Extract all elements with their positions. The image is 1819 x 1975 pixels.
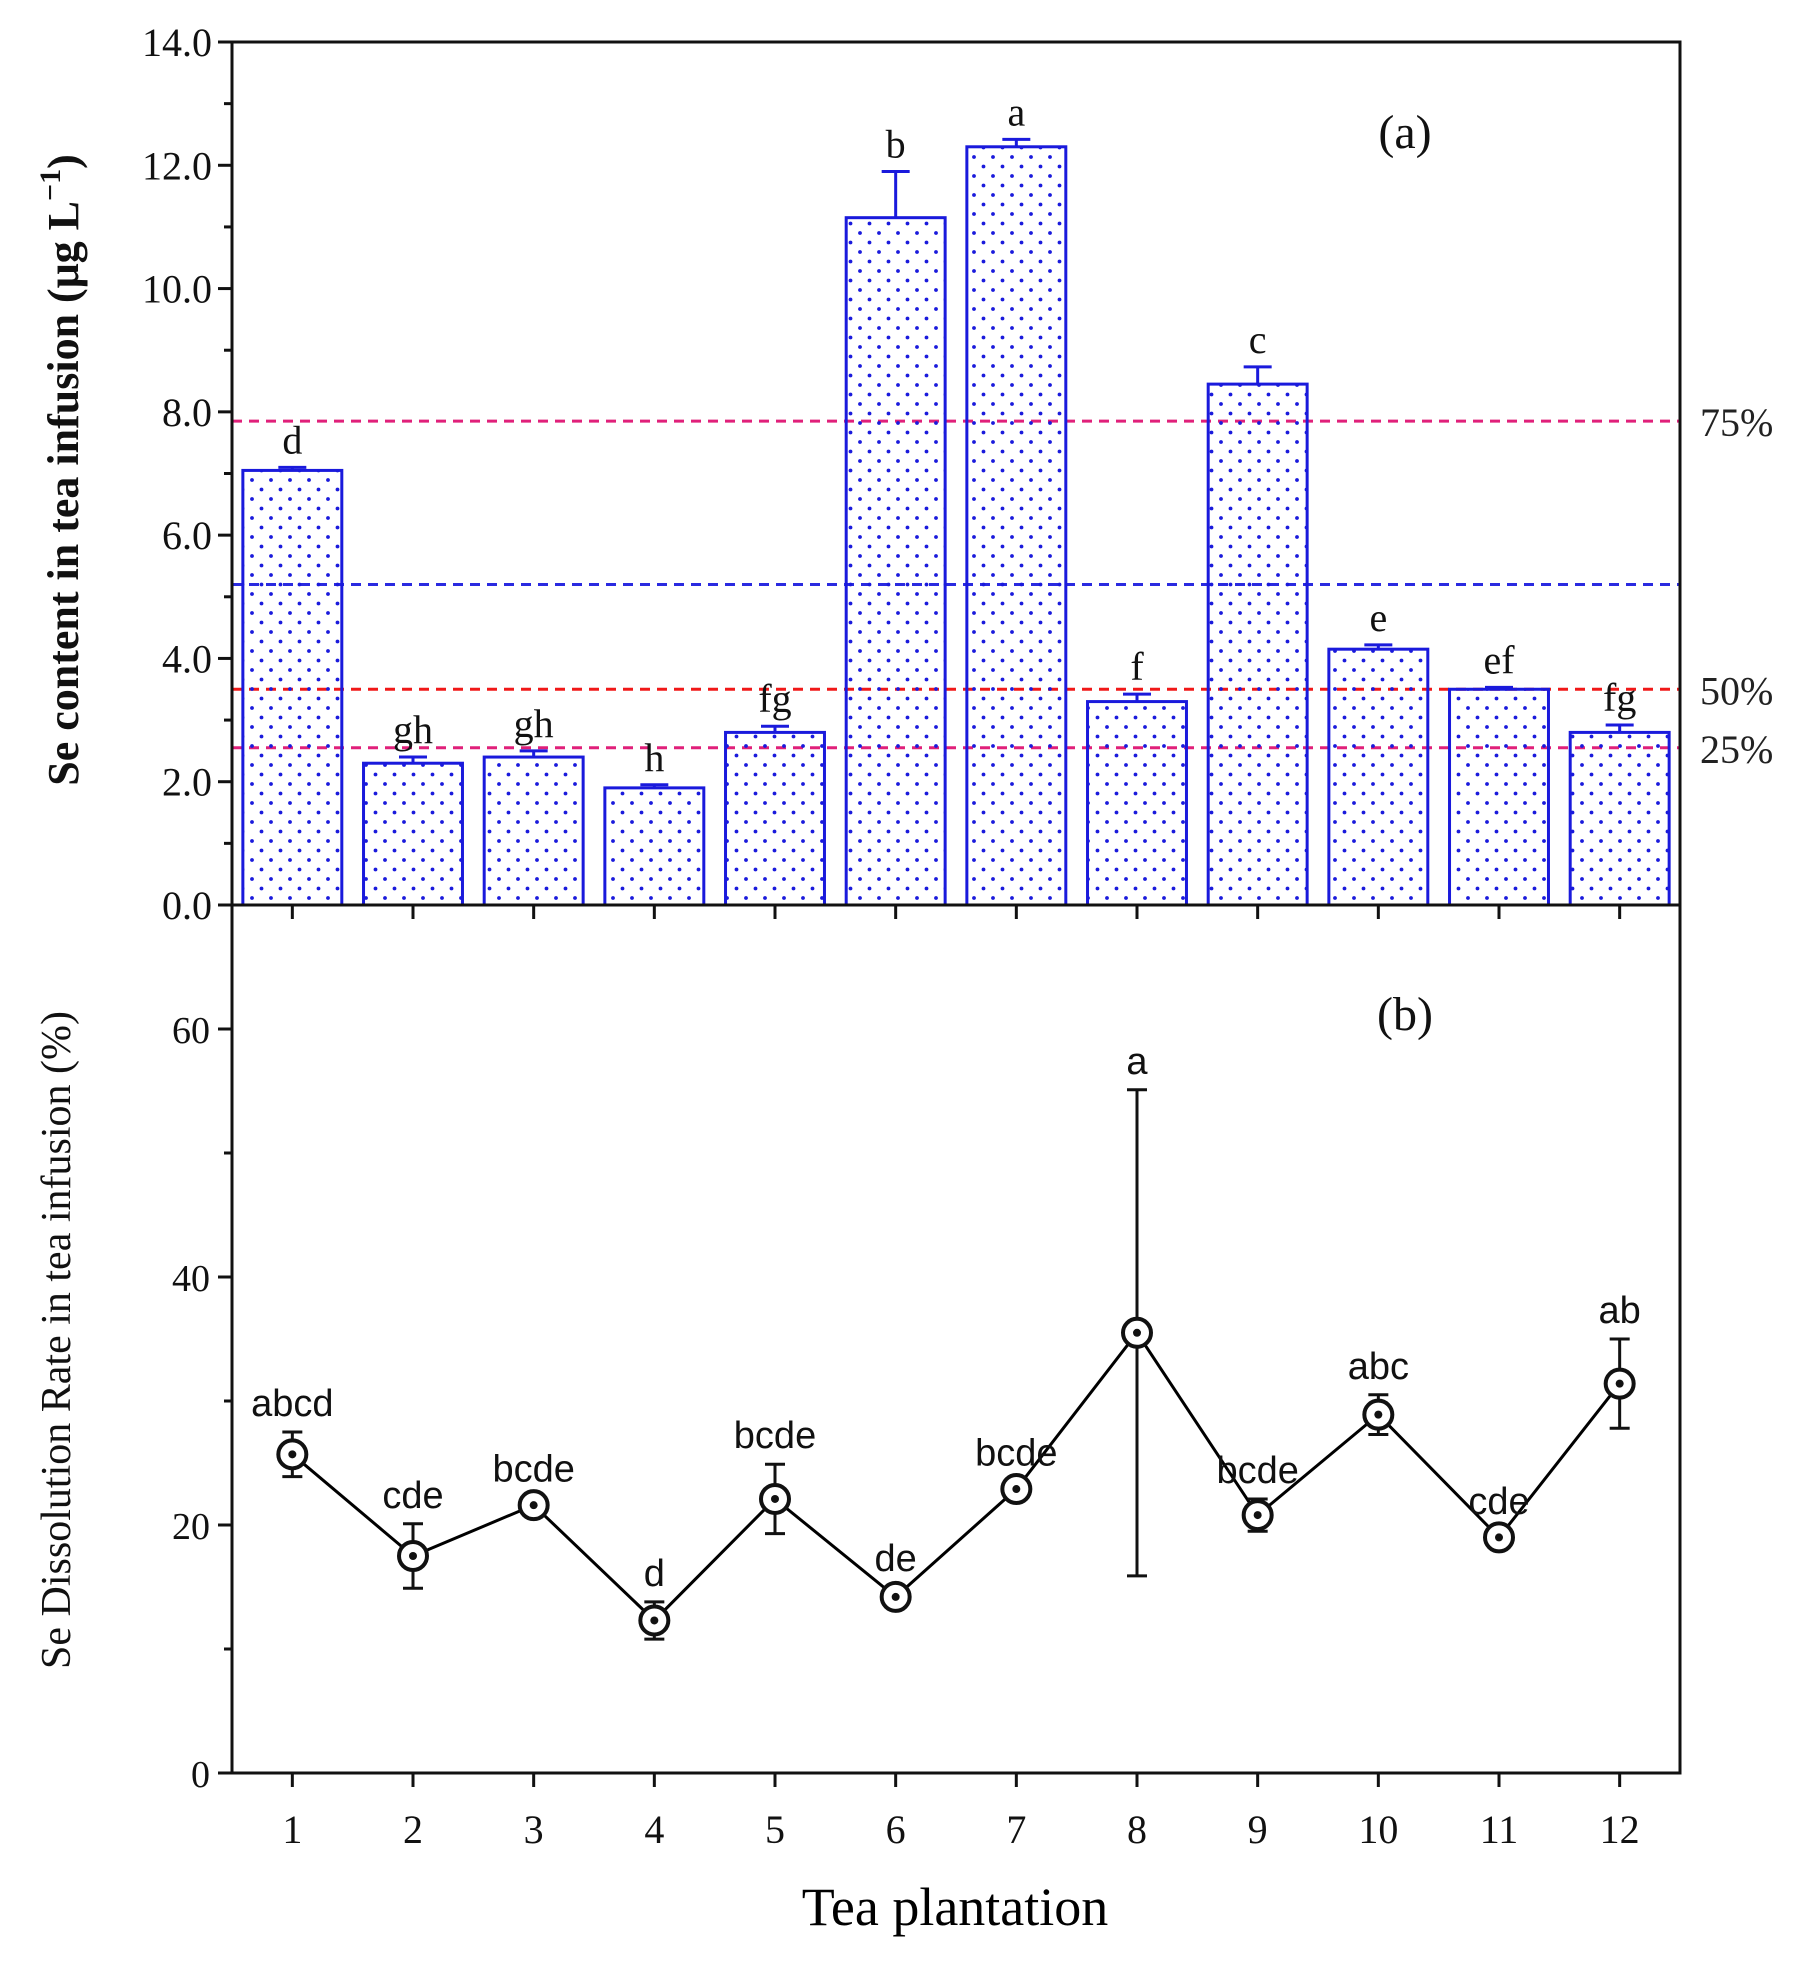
- x-tick-label: 6: [886, 1807, 906, 1852]
- x-tick-label: 10: [1358, 1807, 1398, 1852]
- significance-letter: d: [282, 417, 302, 462]
- bar: [965, 145, 1068, 907]
- significance-letter: bcde: [734, 1415, 816, 1457]
- significance-letter: f: [1130, 644, 1144, 689]
- panel-label: (a): [1378, 106, 1431, 159]
- y-tick-label: 60: [172, 1010, 210, 1052]
- y-tick-label: 20: [172, 1506, 210, 1548]
- reference-line-label: 75%: [1700, 400, 1773, 445]
- significance-letter: e: [1369, 595, 1387, 640]
- data-point-center: [891, 1592, 900, 1601]
- bar: [844, 216, 947, 907]
- data-point-center: [771, 1494, 779, 1503]
- reference-line-label: 25%: [1700, 727, 1773, 772]
- significance-letter: abc: [1348, 1346, 1409, 1388]
- significance-letter: ef: [1483, 637, 1515, 682]
- data-point-center: [529, 1501, 538, 1510]
- significance-letter: abcd: [251, 1383, 333, 1425]
- bar: [1086, 700, 1188, 907]
- bar: [482, 755, 585, 907]
- significance-letter: bcde: [975, 1433, 1057, 1475]
- panel-label: (b): [1377, 988, 1433, 1041]
- x-axis-title: Tea plantation: [802, 1877, 1109, 1937]
- x-tick-label: 11: [1480, 1807, 1519, 1852]
- data-point-center: [288, 1450, 297, 1459]
- bar: [241, 468, 344, 907]
- significance-letter: gh: [393, 707, 433, 752]
- y-axis-title: Se Dissolution Rate in tea infusion (%): [34, 1011, 80, 1669]
- bar: [1568, 730, 1671, 907]
- data-point-center: [1012, 1485, 1021, 1494]
- y-axis-title-exponent: −1: [34, 169, 67, 201]
- significance-letter: b: [886, 121, 906, 166]
- x-tick-label: 8: [1127, 1807, 1147, 1852]
- reference-line-label: 50%: [1700, 668, 1773, 713]
- x-tick-label: 7: [1006, 1807, 1026, 1852]
- y-tick-label: 14.0: [142, 20, 212, 65]
- data-point-center: [409, 1552, 417, 1560]
- y-axis-title-text: Se content in tea infusion (μg L: [39, 201, 88, 786]
- y-tick-label: 10.0: [142, 267, 212, 312]
- data-point-center: [1133, 1328, 1141, 1337]
- y-tick-label: 4.0: [162, 636, 212, 681]
- panel-b-line-chart: 0 20 40 60 abcd cde bcde d bcde de bcde a bcde abc cde…: [34, 903, 1682, 1796]
- bar: [724, 730, 826, 907]
- significance-letter: bcde: [1216, 1450, 1298, 1492]
- y-axis-title-close: ): [39, 154, 88, 169]
- x-tick-label: 4: [644, 1807, 664, 1852]
- y-tick-label: 0.0: [162, 883, 212, 928]
- significance-letter: h: [644, 735, 664, 780]
- significance-letter: cde: [1468, 1481, 1529, 1523]
- x-tick-labels: 1 2 3 4 5 6 7 8 9 10 11 12: [282, 1807, 1639, 1852]
- significance-letter: bcde: [492, 1449, 574, 1491]
- data-point-center: [1253, 1511, 1262, 1520]
- y-tick-label: 6.0: [162, 513, 212, 558]
- y-tick-label: 8.0: [162, 390, 212, 435]
- y-axis-title: Se content in tea infusion (μg L−1): [34, 154, 88, 786]
- bar: [1206, 382, 1309, 907]
- x-tick-label: 1: [282, 1807, 302, 1852]
- significance-letter: d: [644, 1553, 665, 1595]
- significance-letter: a: [1126, 1041, 1148, 1083]
- data-point-center: [650, 1616, 659, 1625]
- x-tick-label: 12: [1600, 1807, 1640, 1852]
- x-tick-label: 9: [1248, 1807, 1268, 1852]
- significance-letter: gh: [514, 701, 554, 746]
- y-tick-label: 2.0: [162, 760, 212, 805]
- significance-letter: de: [875, 1538, 917, 1580]
- data-point-center: [1374, 1410, 1383, 1419]
- series-line: [291, 1330, 1621, 1623]
- bar: [1448, 687, 1550, 907]
- significance-letter: c: [1249, 317, 1267, 362]
- x-tick-label: 5: [765, 1807, 785, 1852]
- significance-letter: fg: [1603, 675, 1636, 720]
- data-point-center: [1615, 1379, 1624, 1388]
- significance-letter: a: [1007, 89, 1025, 134]
- y-tick-label: 0: [191, 1754, 210, 1796]
- y-tick-label: 40: [172, 1258, 210, 1300]
- bar: [362, 761, 464, 907]
- panel-a-bar-chart: 75% 50% 25% d gh gh h fg b a f c e ef fg 0.0 2.0 4.0 6.0 8.…: [34, 20, 1773, 928]
- data-point-center: [1495, 1533, 1503, 1542]
- bar: [603, 786, 706, 907]
- x-tick-label: 3: [524, 1807, 544, 1852]
- significance-letter: ab: [1599, 1290, 1641, 1332]
- panel-b-frame: [230, 903, 1682, 1775]
- significance-letter: fg: [758, 676, 791, 721]
- bar: [1327, 647, 1430, 907]
- x-tick-label: 2: [403, 1807, 423, 1852]
- y-tick-label: 12.0: [142, 143, 212, 188]
- significance-letter: cde: [382, 1475, 443, 1517]
